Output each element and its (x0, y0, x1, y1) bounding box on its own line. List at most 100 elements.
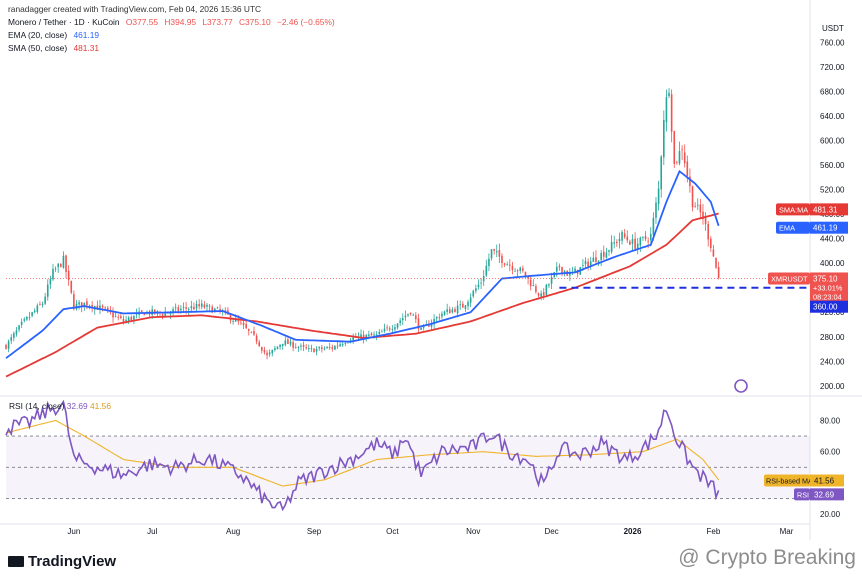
candle-body (467, 301, 469, 307)
candle-body (629, 241, 631, 245)
candle-body (190, 306, 193, 309)
candle-body (383, 328, 386, 332)
ema-20-line (5, 169, 720, 359)
candle-body (281, 343, 284, 347)
candle-body (368, 334, 370, 336)
tv-logo-text: TradingView (28, 553, 117, 570)
pair-title: Monero / Tether · 1D · KuCoin (8, 17, 120, 27)
watermark-text: @ Crypto Breaking (678, 546, 856, 569)
candle-body (114, 315, 117, 317)
candle-body (287, 339, 289, 344)
candle-body (639, 237, 642, 246)
candle-body (341, 344, 344, 346)
candle-body (592, 257, 595, 262)
candle-body (422, 325, 425, 328)
rsi-ma-marker-label: RSI-based MA (766, 477, 813, 486)
candle-body (331, 347, 334, 349)
rsi-line (5, 399, 720, 512)
candle-body (663, 119, 665, 158)
candle-body (18, 325, 20, 330)
tradingview-logo[interactable]: TradingView (8, 553, 116, 570)
price-tick-label: 640.00 (820, 112, 845, 121)
candle-body (441, 313, 443, 317)
candle-body (7, 341, 10, 349)
candle-body (378, 331, 381, 334)
candle-body (336, 345, 339, 347)
candle-body (542, 292, 545, 296)
candle-body (234, 318, 237, 322)
candle-body (266, 352, 268, 356)
candle-body (232, 320, 234, 322)
time-tick-label: 2026 (624, 527, 642, 536)
legend-sma[interactable]: SMA (50, close) 481.31 (8, 43, 99, 53)
candle-body (715, 257, 717, 268)
candle-body (435, 316, 438, 319)
candle-body (381, 331, 383, 333)
candle-body (647, 240, 649, 242)
rsi-ma-marker-value-bg (810, 474, 844, 487)
candle-body (211, 306, 214, 313)
candle-body (605, 252, 608, 258)
ema-marker-value: 461.19 (813, 224, 838, 233)
candle-body (271, 349, 274, 354)
price-tick-label: 240.00 (820, 357, 845, 366)
candle-body (334, 345, 336, 350)
candle-body (284, 340, 287, 345)
sma-marker-value: 481.31 (813, 205, 838, 214)
time-tick-label: Feb (707, 527, 721, 536)
time-tick-label: Nov (466, 527, 480, 536)
candle-body (49, 278, 52, 285)
candle-body (172, 309, 174, 312)
legend-ema[interactable]: EMA (20, close) 461.19 (8, 30, 99, 40)
candle-body (433, 319, 435, 325)
candle-body (608, 250, 610, 252)
candle-body (279, 344, 281, 347)
candle-body (490, 249, 493, 259)
candle-body (574, 268, 576, 273)
candle-body (386, 327, 388, 329)
candle-body (712, 249, 715, 257)
candle-body (130, 316, 133, 320)
candle-body (477, 284, 480, 288)
candle-body (294, 346, 297, 348)
candle-body (642, 236, 644, 238)
candle-body (694, 206, 696, 208)
price-marker-countdown: 08:23:04 (813, 292, 842, 301)
candle-body (133, 315, 135, 321)
candle-body (522, 268, 524, 271)
candle-body (78, 302, 80, 305)
candle-body (195, 303, 198, 309)
rsi-marker-value-bg (810, 488, 844, 501)
candle-body (600, 252, 602, 261)
candle-body (631, 239, 634, 244)
candle-body (310, 348, 313, 350)
candle-body (276, 346, 279, 350)
candle-body (717, 267, 720, 278)
rsi-pane (5, 399, 810, 512)
candle-body (665, 97, 668, 123)
candle-body (313, 348, 315, 353)
time-tick-label: Jun (67, 527, 80, 536)
candle-body (373, 334, 375, 336)
candle-body (540, 293, 542, 297)
candle-body (412, 314, 415, 316)
candle-body (73, 294, 75, 310)
legend-rsi[interactable]: RSI (14, close) 32.69 41.56 (9, 401, 111, 411)
candle-body (475, 288, 477, 292)
candle-body (127, 317, 130, 322)
candle-body (344, 343, 347, 344)
candle-body (104, 307, 107, 309)
candle-body (618, 238, 621, 242)
candle-body (247, 329, 250, 331)
price-tick-label: 560.00 (820, 161, 845, 170)
candle-body (511, 265, 514, 271)
candle-body (655, 202, 657, 218)
candle-body (161, 314, 164, 316)
sma-label: SMA (50, close) (8, 43, 68, 53)
candle-body (613, 242, 616, 244)
candle-body (446, 309, 448, 312)
candle-body (250, 331, 253, 333)
candle-body (255, 335, 258, 342)
price-tick-label: 440.00 (820, 235, 845, 244)
